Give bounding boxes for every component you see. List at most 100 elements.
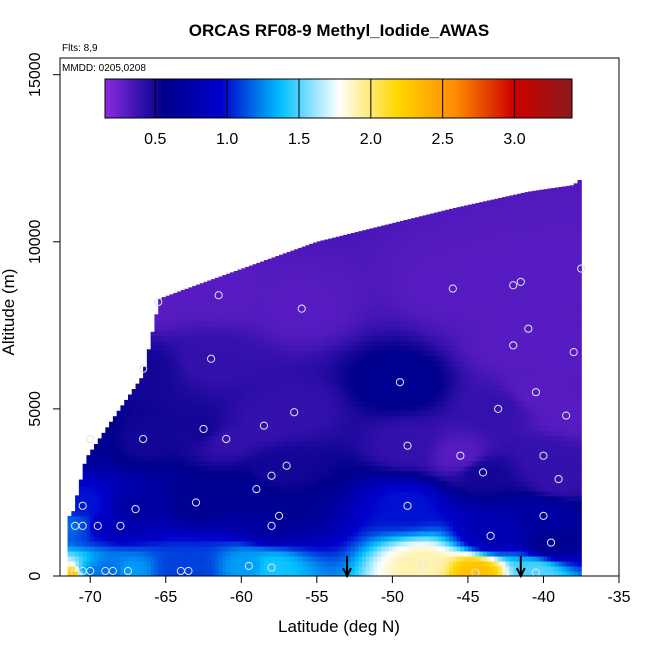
field-cell [161, 400, 167, 407]
field-cell [226, 365, 231, 372]
field-cell [297, 480, 303, 487]
field-cell [120, 500, 125, 507]
field-cell [199, 435, 205, 442]
field-cell [226, 290, 231, 296]
field-cell [282, 325, 288, 331]
field-cell [214, 495, 220, 502]
field-cell [263, 305, 269, 311]
field-cell [199, 320, 205, 326]
field-cell [354, 290, 359, 296]
field-cell [347, 565, 352, 572]
field-cell [67, 520, 72, 527]
field-cell [354, 550, 359, 557]
field-cell [294, 300, 299, 306]
field-cell [331, 310, 337, 316]
field-cell [290, 345, 295, 352]
field-cell [229, 555, 235, 562]
field-cell [135, 460, 140, 467]
field-cell [143, 390, 148, 397]
field-cell [347, 255, 352, 261]
field-cell [146, 475, 152, 482]
field-cell [101, 520, 106, 527]
field-cell [177, 315, 182, 321]
field-cell [377, 470, 382, 477]
field-cell [301, 255, 307, 261]
field-cell [229, 380, 235, 387]
field-cell [335, 475, 341, 482]
field-cell [203, 290, 208, 296]
field-cell [320, 505, 325, 512]
field-cell [135, 490, 140, 497]
field-cell [248, 525, 254, 532]
field-cell [229, 480, 235, 487]
field-cell [188, 560, 193, 567]
field-cell [339, 290, 344, 296]
field-cell [403, 335, 409, 341]
field-cell [237, 475, 242, 482]
field-cell [161, 305, 167, 311]
field-cell [384, 435, 390, 442]
field-cell [112, 495, 118, 502]
field-cell [290, 500, 295, 507]
field-cell [154, 485, 159, 492]
field-cell [399, 235, 405, 241]
field-cell [165, 500, 171, 507]
field-cell [384, 400, 390, 407]
field-cell [282, 415, 288, 422]
field-cell [328, 550, 333, 557]
field-cell [320, 425, 325, 432]
field-cell [263, 380, 269, 387]
field-cell [369, 395, 375, 402]
field-cell [369, 405, 375, 412]
field-cell [313, 405, 318, 412]
field-cell [328, 245, 333, 251]
field-cell [214, 440, 220, 447]
field-cell [177, 460, 182, 467]
field-cell [377, 505, 382, 512]
field-cell [320, 440, 325, 447]
field-cell [328, 285, 333, 291]
field-cell [124, 480, 129, 487]
field-cell [297, 310, 303, 316]
field-cell [286, 395, 291, 402]
field-cell [399, 275, 405, 281]
field-cell [362, 285, 367, 291]
field-cell [324, 485, 329, 492]
field-cell [313, 425, 318, 432]
field-cell [226, 505, 231, 512]
field-cell [237, 480, 242, 487]
field-cell [324, 345, 329, 352]
field-cell [377, 460, 382, 467]
field-cell [279, 275, 284, 281]
field-cell [316, 515, 322, 522]
field-cell [169, 315, 174, 321]
field-cell [324, 365, 329, 372]
field-cell [245, 530, 250, 537]
field-cell [313, 375, 318, 382]
field-cell [173, 525, 178, 532]
field-cell [139, 565, 144, 572]
field-cell [263, 550, 269, 557]
field-cell [369, 550, 375, 557]
field-cell [207, 570, 212, 576]
field-cell [335, 410, 341, 417]
field-cell [350, 465, 356, 472]
field-cell [324, 330, 329, 336]
field-cell [365, 505, 371, 512]
field-cell [282, 320, 288, 326]
field-cell [161, 565, 167, 572]
field-cell [127, 545, 133, 552]
field-cell [358, 335, 363, 341]
field-cell [233, 455, 239, 462]
field-cell [116, 495, 122, 502]
field-cell [388, 370, 393, 377]
field-cell [343, 420, 348, 427]
field-cell [203, 400, 208, 407]
field-cell [392, 385, 397, 392]
field-cell [328, 515, 333, 522]
field-cell [347, 375, 352, 382]
field-cell [222, 510, 227, 517]
field-cell [75, 570, 80, 576]
field-cell [339, 550, 344, 557]
field-cell [328, 238, 333, 241]
